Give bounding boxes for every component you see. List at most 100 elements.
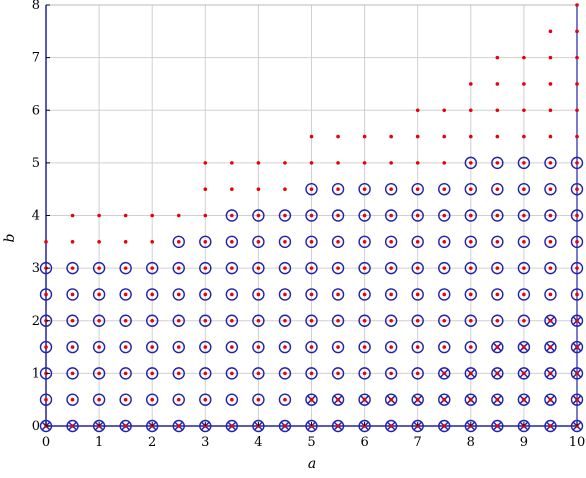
dot-marker <box>309 161 314 165</box>
dot-marker <box>442 345 447 349</box>
dot-marker <box>283 345 287 349</box>
dot-marker <box>575 397 579 402</box>
dot-marker <box>176 397 181 402</box>
circle-marker <box>119 367 132 380</box>
dot-marker <box>150 292 154 297</box>
circle-marker <box>225 419 239 433</box>
dot-marker <box>336 292 340 297</box>
circle-marker <box>252 235 265 249</box>
dot-marker <box>522 213 526 218</box>
circle-marker <box>517 419 531 433</box>
circle-marker <box>570 209 584 222</box>
dot-marker <box>97 213 101 218</box>
dot-marker <box>469 187 473 191</box>
dot-marker <box>362 213 367 218</box>
y-tick-label: 8 <box>32 0 40 13</box>
circle-marker <box>278 261 292 275</box>
circle-marker <box>438 393 451 406</box>
circle-marker <box>438 261 451 275</box>
x-tick-label: 0 <box>42 435 50 450</box>
dot-marker <box>336 424 340 428</box>
circle-marker <box>570 314 584 327</box>
circle-marker <box>92 340 106 354</box>
circle-marker <box>145 340 159 354</box>
circle-marker <box>464 235 477 249</box>
dot-marker <box>230 161 234 165</box>
dot-marker <box>362 292 367 297</box>
circle-marker <box>66 314 79 327</box>
circle-marker <box>331 182 345 196</box>
dot-marker <box>362 318 367 323</box>
dot-marker <box>522 397 526 402</box>
dot-marker <box>97 345 101 349</box>
circle-marker <box>384 261 398 275</box>
circle-marker <box>331 419 345 433</box>
circle-marker <box>570 419 584 433</box>
circle-marker <box>278 340 292 354</box>
circle-marker <box>278 288 292 301</box>
circle-marker <box>225 288 239 301</box>
dot-marker <box>389 240 393 244</box>
circle-marker <box>464 288 477 301</box>
dot-marker <box>362 187 367 191</box>
circle-marker <box>225 340 239 354</box>
circle-marker <box>331 367 345 380</box>
circle-marker <box>278 209 292 222</box>
y-tick-label: 6 <box>32 103 40 118</box>
dot-marker <box>97 318 101 323</box>
dot-marker <box>256 345 261 349</box>
dot-marker <box>309 397 314 402</box>
dot-marker <box>283 424 287 428</box>
dot-marker <box>548 108 553 113</box>
dot-marker <box>389 161 393 165</box>
circle-marker <box>145 419 159 433</box>
dot-marker <box>283 240 287 244</box>
circle-marker <box>66 288 79 301</box>
dot-marker <box>230 266 234 270</box>
dot-marker <box>575 29 579 34</box>
dot-marker <box>230 345 234 349</box>
dot-marker <box>123 292 128 297</box>
x-tick-label: 2 <box>148 435 156 450</box>
dot-marker <box>495 397 500 402</box>
circle-marker <box>570 393 584 406</box>
circle-marker <box>225 235 239 249</box>
circle-marker <box>544 261 557 275</box>
circle-marker <box>252 419 265 433</box>
dot-marker <box>522 266 526 270</box>
dot-marker <box>230 213 234 218</box>
circle-marker <box>358 182 371 196</box>
dot-marker <box>442 108 447 113</box>
dot-marker <box>522 371 526 376</box>
dot-marker <box>203 397 208 402</box>
dot-marker <box>203 213 208 218</box>
circle-marker <box>305 340 318 354</box>
dot-marker <box>442 240 447 244</box>
dot-marker <box>70 397 75 402</box>
x-tick-label: 8 <box>467 435 475 450</box>
circle-marker <box>172 261 185 275</box>
circle-marker <box>544 209 557 222</box>
circle-marker <box>411 182 424 196</box>
dot-marker <box>389 213 393 218</box>
circle-marker <box>517 156 531 170</box>
dot-marker <box>442 266 447 270</box>
dot-marker <box>362 161 367 165</box>
dot-marker <box>70 240 75 244</box>
dot-marker <box>495 55 500 60</box>
circle-marker <box>39 261 53 275</box>
dot-marker <box>150 345 154 349</box>
circle-marker <box>331 261 345 275</box>
dot-marker <box>548 29 553 34</box>
dot-marker <box>415 345 420 349</box>
dot-marker <box>362 266 367 270</box>
circle-marker <box>119 393 132 406</box>
dot-marker <box>442 292 447 297</box>
dot-marker <box>415 371 420 376</box>
dot-marker <box>362 397 367 402</box>
circle-marker <box>544 156 557 170</box>
dot-marker <box>256 187 261 191</box>
circle-marker <box>172 393 185 406</box>
dot-marker <box>44 345 48 349</box>
